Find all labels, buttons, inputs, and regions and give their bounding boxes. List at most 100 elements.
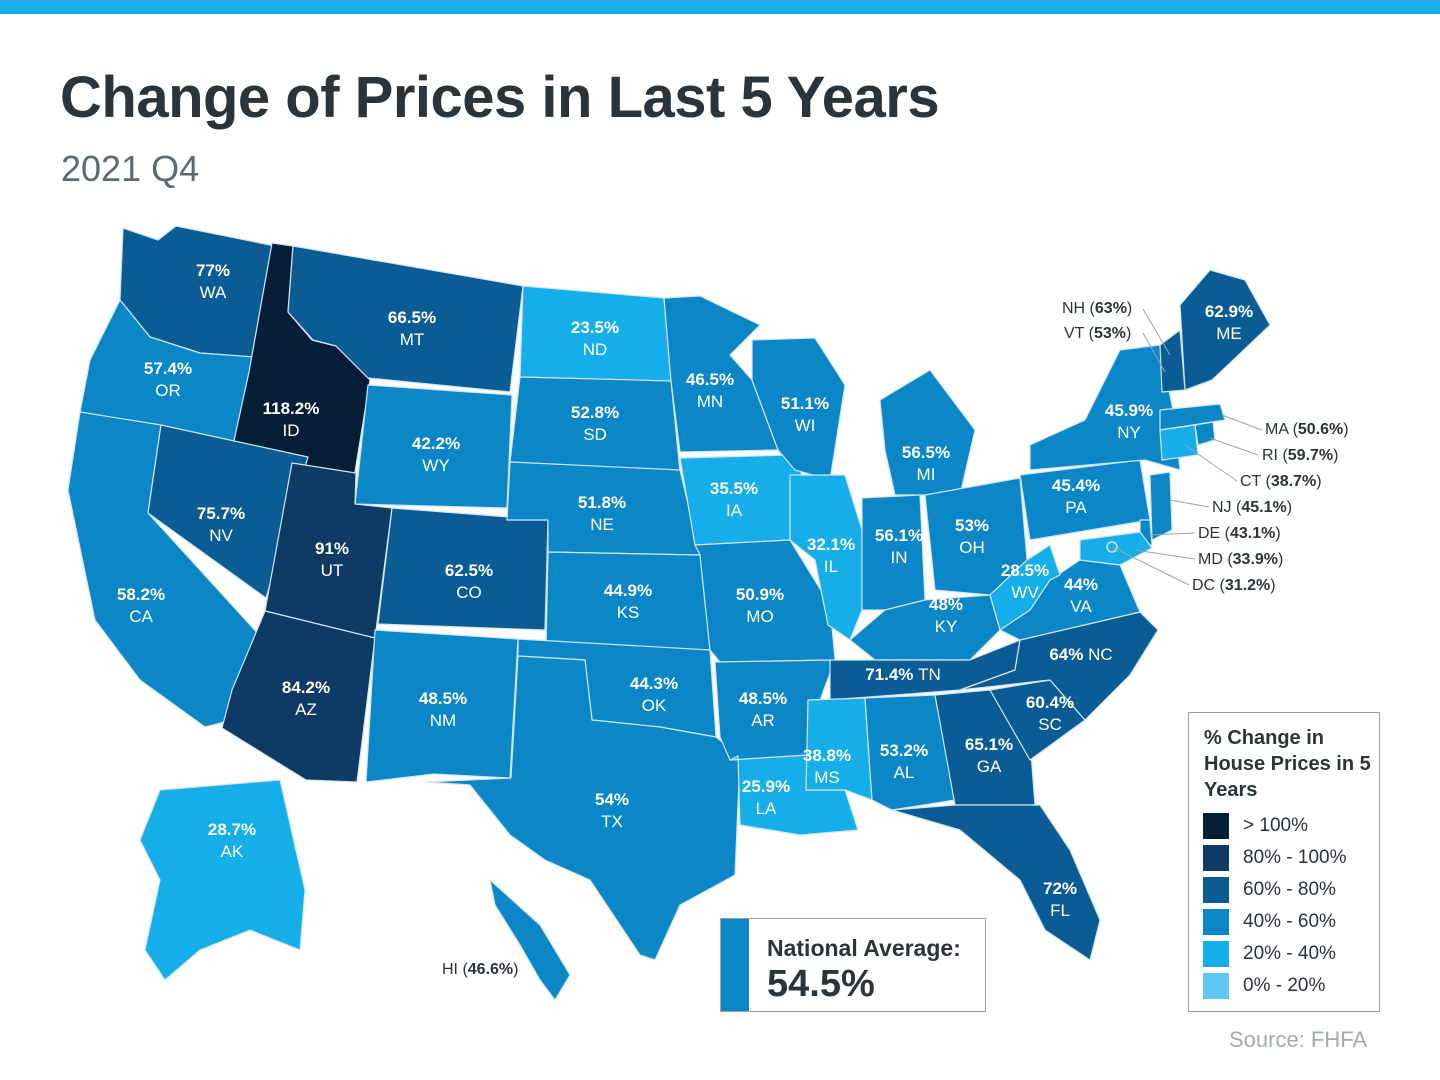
legend-item-80-100: 80% - 100%	[1203, 845, 1347, 871]
state-value-wa: 77%	[196, 261, 230, 280]
state-abbr-ky: KY	[935, 617, 958, 636]
state-value-ca: 58.2%	[117, 585, 165, 604]
state-abbr-ga: GA	[977, 757, 1002, 776]
state-value-va: 44%	[1064, 575, 1098, 594]
state-value-pa: 45.4%	[1052, 476, 1100, 495]
state-abbr-ny: NY	[1117, 423, 1141, 442]
state-abbr-mo: MO	[746, 607, 773, 626]
legend-item-label: 0% - 20%	[1243, 975, 1326, 996]
legend-swatch	[1203, 813, 1229, 839]
legend-item-over-100: > 100%	[1203, 813, 1308, 839]
national-average-box: National Average: 54.5%	[720, 918, 986, 1012]
state-label-dc: DC (31.2%)	[1192, 577, 1276, 594]
legend-item-label: 60% - 80%	[1243, 879, 1336, 900]
dc-marker	[1106, 541, 1118, 553]
legend-swatch	[1203, 909, 1229, 935]
state-abbr-id: ID	[283, 421, 300, 440]
legend-item-60-80: 60% - 80%	[1203, 877, 1336, 903]
state-abbr-fl: FL	[1050, 901, 1070, 920]
state-abbr-wv: WV	[1011, 583, 1039, 602]
state-value-wy: 42.2%	[412, 434, 460, 453]
state-mt	[287, 245, 524, 393]
state-value-oh: 53%	[955, 516, 989, 535]
leader-line-nh	[1142, 308, 1171, 356]
state-al	[864, 694, 956, 811]
leader-line-vt	[1142, 332, 1166, 373]
state-value-ia: 35.5%	[710, 479, 758, 498]
state-hi	[489, 879, 571, 1001]
state-label-hi: HI (46.6%)	[442, 961, 518, 978]
state-label-nh: NH (63%)	[1062, 300, 1132, 317]
state-abbr-in: IN	[891, 548, 908, 567]
state-abbr-ca: CA	[129, 607, 153, 626]
page-title: Change of Prices in Last 5 Years	[60, 65, 940, 130]
state-value-la: 25.9%	[742, 777, 790, 796]
state-abbr-or: OR	[155, 381, 181, 400]
state-tx	[425, 655, 741, 961]
state-label-ct: CT (38.7%)	[1240, 473, 1322, 490]
leader-line-md	[1134, 549, 1196, 560]
state-value-me: 62.9%	[1205, 302, 1253, 321]
state-wv	[989, 544, 1061, 631]
state-abbr-me: ME	[1216, 324, 1242, 343]
state-abbr-az: AZ	[295, 700, 317, 719]
state-value-ar: 48.5%	[739, 689, 787, 708]
state-abbr-nd: ND	[583, 340, 608, 359]
legend-swatch	[1203, 845, 1229, 871]
state-value-mt: 66.5%	[388, 308, 436, 327]
state-ri	[1194, 421, 1216, 446]
state-abbr-il: IL	[824, 557, 838, 576]
state-abbr-wy: WY	[422, 456, 449, 475]
top-accent-bar	[0, 0, 1440, 14]
state-abbr-sd: SD	[583, 425, 607, 444]
leader-line-nj	[1169, 499, 1210, 508]
state-value-ne: 51.8%	[578, 493, 626, 512]
state-abbr-mt: MT	[400, 330, 425, 349]
state-value-nm: 48.5%	[419, 689, 467, 708]
legend-item-label: 80% - 100%	[1243, 847, 1347, 868]
state-value-id: 118.2%	[263, 399, 320, 418]
source-note: Source: FHFA	[1229, 1027, 1368, 1052]
legend-swatch	[1203, 877, 1229, 903]
state-label-vt: VT (53%)	[1064, 325, 1131, 342]
external-labels-layer: NH (63%) VT (53%) MA (50.6%) RI (59.7%) CT (…	[442, 300, 1349, 978]
state-abbr-wi: WI	[795, 416, 816, 435]
state-abbr-al: AL	[894, 763, 915, 782]
state-abbr-ne: NE	[590, 515, 614, 534]
state-abbr-ks: KS	[617, 603, 640, 622]
state-abbr-mi: MI	[917, 465, 936, 484]
state-nj	[1149, 471, 1173, 541]
state-abbr-va: VA	[1070, 597, 1092, 616]
leader-line-de	[1149, 532, 1196, 536]
leader-line-ri	[1209, 437, 1259, 456]
state-value-ms: 38.8%	[803, 746, 851, 765]
page-subtitle: 2021 Q4	[61, 148, 200, 189]
state-value-sd: 52.8%	[571, 403, 619, 422]
state-label-nj: NJ (45.1%)	[1212, 499, 1292, 516]
state-value-ak: 28.7%	[208, 820, 256, 839]
legend-swatch	[1203, 973, 1229, 999]
legend-item-20-40: 20% - 40%	[1203, 941, 1336, 967]
legend-item-label: 40% - 60%	[1243, 911, 1336, 932]
state-value-nv: 75.7%	[197, 504, 245, 523]
legend-item-0-20: 0% - 20%	[1203, 973, 1325, 999]
state-value-ks: 44.9%	[604, 581, 652, 600]
state-abbr-pa: PA	[1065, 498, 1087, 517]
state-nh	[1159, 329, 1186, 393]
state-value-ky: 48%	[929, 595, 963, 614]
state-abbr-ar: AR	[751, 711, 775, 730]
state-abbr-oh: OH	[959, 538, 985, 557]
national-average-label: National Average:	[767, 935, 961, 961]
state-abbr-mn: MN	[697, 392, 723, 411]
national-average-value: 54.5%	[767, 963, 875, 1005]
state-fl	[891, 804, 1101, 961]
state-value-mo: 50.9%	[736, 585, 784, 604]
state-labels-layer: 77% WA 57.4% OR 58.2% CA 118.2% ID 75.7% NV 66.5% M…	[117, 261, 1253, 920]
state-value-or: 57.4%	[144, 359, 192, 378]
state-value-ut: 91%	[315, 539, 349, 558]
state-value-wi: 51.1%	[781, 394, 829, 413]
state-ma	[1159, 403, 1226, 431]
state-nv	[147, 424, 309, 599]
state-label-ri: RI (59.7%)	[1262, 447, 1338, 464]
